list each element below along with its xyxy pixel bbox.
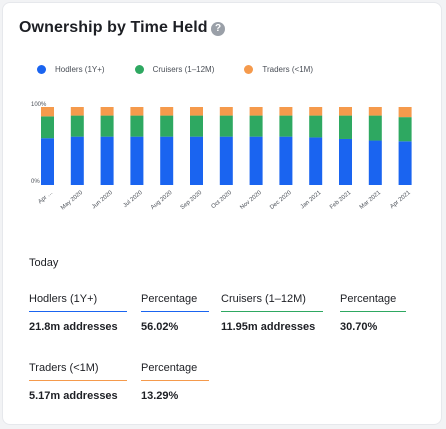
legend-item-traders[interactable]: Traders (<1M) — [244, 65, 313, 74]
bar-traders-7 — [249, 107, 263, 116]
y-tick-label-0: 0% — [31, 179, 40, 185]
bar-cruisers-4 — [160, 115, 174, 137]
bar-traders-2 — [100, 107, 114, 116]
bar-traders-0 — [41, 107, 54, 117]
x-tick-label-11: Mar 2021 — [359, 190, 383, 211]
x-tick-label-3: Jul 2020 — [122, 190, 144, 210]
legend-item-hodlers[interactable]: Hodlers (1Y+) — [37, 65, 105, 74]
x-tick-label-7: Nov 2020 — [239, 190, 263, 212]
stat-hodlers-percentage-value: 56.02% — [141, 321, 179, 333]
stat-cruisers-percentage-label: Percentage — [340, 293, 406, 312]
bar-hodlers-8 — [279, 136, 293, 185]
ownership-card: Ownership by Time Held ? Hodlers (1Y+) C… — [2, 2, 442, 425]
stat-hodlers-label: Hodlers (1Y+) — [29, 293, 127, 312]
chart-legend: Hodlers (1Y+) Cruisers (1–12M) Traders (… — [37, 65, 343, 74]
legend-item-cruisers[interactable]: Cruisers (1–12M) — [134, 65, 215, 74]
bar-hodlers-6 — [219, 136, 233, 185]
x-tick-label-2: Jun 2020 — [91, 190, 114, 211]
today-label: Today — [29, 257, 59, 269]
x-tick-label-1: May 2020 — [60, 190, 85, 212]
help-circle-icon[interactable]: ? — [211, 22, 225, 36]
x-tick-label-8: Dec 2020 — [269, 190, 293, 212]
bar-traders-3 — [130, 107, 144, 116]
x-tick-label-9: Jan 2021 — [300, 190, 323, 211]
bar-hodlers-4 — [160, 136, 174, 185]
x-tick-label-12: Apr 2021 — [389, 190, 412, 211]
legend-dot-traders — [244, 65, 254, 74]
legend-label-hodlers: Hodlers (1Y+) — [55, 65, 105, 74]
x-tick-label-5: Sep 2020 — [180, 190, 204, 212]
bar-traders-6 — [219, 107, 233, 116]
bar-cruisers-7 — [249, 115, 263, 137]
card-title: Ownership by Time Held — [19, 19, 208, 36]
stat-traders-percentage: Percentage 13.29% — [141, 362, 209, 402]
stat-hodlers-percentage-label: Percentage — [141, 293, 209, 312]
bar-traders-4 — [160, 107, 174, 116]
legend-dot-cruisers — [134, 65, 144, 74]
bar-cruisers-12 — [398, 117, 412, 142]
stat-traders: Traders (<1M) 5.17m addresses — [29, 362, 127, 402]
stat-traders-label: Traders (<1M) — [29, 362, 127, 381]
bar-hodlers-2 — [100, 136, 114, 185]
bar-hodlers-12 — [398, 141, 412, 185]
bar-cruisers-1 — [70, 115, 84, 137]
stat-cruisers-percentage-value: 30.70% — [340, 321, 378, 333]
stat-cruisers-value: 11.95m addresses — [221, 321, 316, 333]
bar-hodlers-10 — [339, 138, 352, 185]
bar-traders-10 — [339, 107, 352, 116]
stat-hodlers: Hodlers (1Y+) 21.8m addresses — [29, 293, 127, 333]
bar-cruisers-0 — [41, 116, 54, 139]
legend-dot-hodlers — [37, 65, 46, 74]
bar-hodlers-5 — [190, 136, 203, 185]
bar-hodlers-9 — [309, 137, 323, 185]
bar-hodlers-0 — [41, 138, 54, 185]
legend-label-cruisers: Cruisers (1–12M) — [152, 65, 215, 74]
bar-cruisers-11 — [368, 115, 382, 141]
bar-cruisers-10 — [339, 115, 352, 139]
stat-cruisers: Cruisers (1–12M) 11.95m addresses — [221, 293, 323, 333]
x-tick-label-6: Oct 2020 — [211, 190, 234, 211]
bar-traders-12 — [398, 107, 412, 118]
stat-cruisers-label: Cruisers (1–12M) — [221, 293, 323, 312]
x-tick-label-4: Aug 2020 — [150, 190, 174, 212]
bar-cruisers-6 — [219, 115, 233, 137]
bar-traders-11 — [368, 107, 382, 116]
stat-traders-percentage-value: 13.29% — [141, 390, 179, 402]
x-tick-label-0: Apr … — [37, 190, 54, 206]
bar-traders-9 — [309, 107, 323, 116]
bar-traders-5 — [190, 107, 203, 116]
x-tick-label-10: Feb 2021 — [329, 190, 353, 211]
stacked-bar-chart: 100% 0% Apr … May 2020 Jun 2020 Jul 2020 Aug 2… — [31, 102, 412, 212]
bar-cruisers-2 — [100, 115, 114, 137]
bar-hodlers-1 — [70, 136, 84, 185]
bar-hodlers-11 — [368, 140, 382, 185]
stat-cruisers-percentage: Percentage 30.70% — [340, 293, 406, 333]
stat-traders-value: 5.17m addresses — [29, 390, 118, 402]
bar-cruisers-3 — [130, 115, 144, 137]
stat-hodlers-value: 21.8m addresses — [29, 321, 118, 333]
stat-hodlers-percentage: Percentage 56.02% — [141, 293, 209, 333]
bar-cruisers-5 — [190, 115, 203, 137]
stat-traders-percentage-label: Percentage — [141, 362, 209, 381]
y-tick-label-100: 100% — [31, 102, 47, 108]
legend-label-traders: Traders (<1M) — [262, 65, 313, 74]
bar-cruisers-8 — [279, 115, 293, 137]
bar-cruisers-9 — [309, 115, 323, 138]
bar-hodlers-3 — [130, 136, 144, 185]
bar-hodlers-7 — [249, 136, 263, 185]
bar-traders-8 — [279, 107, 293, 116]
bar-traders-1 — [70, 107, 84, 116]
